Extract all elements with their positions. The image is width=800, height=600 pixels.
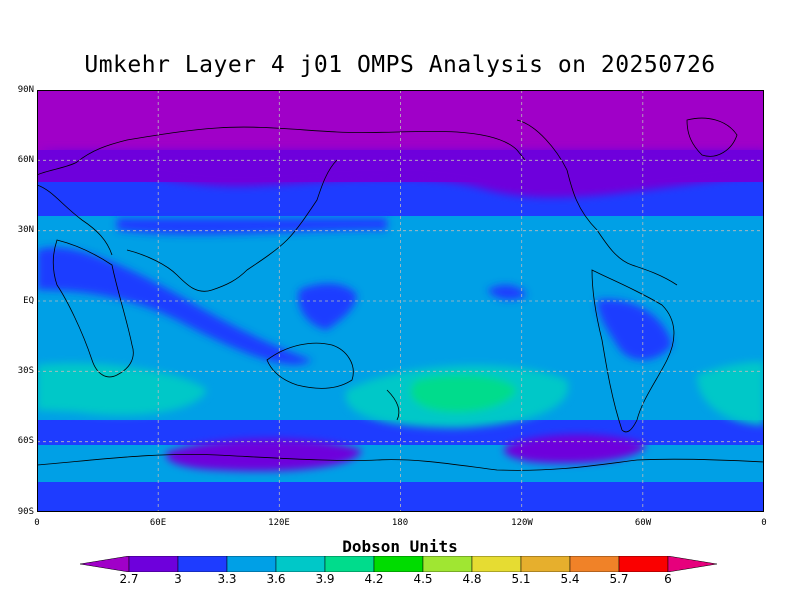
colorbar-cell — [324, 556, 375, 572]
teal-south-indian — [697, 361, 764, 425]
colorbar-cell — [128, 556, 179, 572]
coast-europe-west — [37, 184, 113, 256]
blue-maritime — [298, 283, 357, 330]
colorbar-label: 3.3 — [217, 572, 237, 586]
y-tick-label: EQ — [23, 296, 34, 306]
colorbar-label: 4.5 — [413, 572, 433, 586]
colorbar-label: 6 — [664, 572, 672, 586]
colorbar-cell — [667, 556, 718, 572]
violet-pocket-atlantic — [504, 434, 647, 464]
colorbar-label: 4.8 — [462, 572, 482, 586]
green-core — [410, 374, 517, 413]
coast-eurasia-north — [37, 126, 526, 176]
colorbar-cells — [80, 556, 718, 572]
blue-indian-ocean — [37, 247, 312, 365]
coastlines — [37, 117, 764, 471]
y-tick-label: 90S — [17, 507, 34, 517]
contour-features — [37, 150, 764, 472]
y-tick-label: 60S — [17, 436, 34, 446]
colorbar-cell — [177, 556, 228, 572]
map-panel — [37, 90, 764, 512]
y-tick-label: 30S — [17, 366, 34, 376]
y-tick-label: 30N — [17, 225, 34, 235]
blue-pacific-cell — [487, 285, 527, 300]
coast-australia — [266, 342, 354, 389]
x-tick-label: 120W — [511, 518, 533, 528]
x-tick-label: 60E — [149, 518, 167, 528]
colorbar-label: 5.7 — [609, 572, 629, 586]
x-tick-label: 180 — [391, 518, 409, 528]
coast-africa — [52, 239, 134, 378]
band-purple-north — [37, 90, 764, 160]
violet-pocket-indian — [166, 438, 362, 472]
coast-new-zealand — [386, 389, 400, 421]
contour-map — [37, 90, 764, 512]
x-tick-label: 120E — [268, 518, 290, 528]
colorbar-cell — [373, 556, 424, 572]
colorbar-cell — [520, 556, 571, 572]
colorbar-cell — [618, 556, 669, 572]
y-tick-label: 60N — [17, 155, 34, 165]
coast-greenland — [686, 117, 738, 157]
map-frame — [37, 90, 764, 512]
colorbar — [80, 556, 718, 572]
colorbar-cell — [80, 556, 130, 572]
violet-lobe-north — [37, 150, 764, 198]
colorbar-cell — [422, 556, 473, 572]
colorbar-label: 5.1 — [511, 572, 531, 586]
colorbar-label: 5.4 — [560, 572, 580, 586]
colorbar-title: Dobson Units — [342, 537, 458, 556]
colorbar-cell — [226, 556, 277, 572]
colorbar-label: 2.7 — [119, 572, 139, 586]
x-tick-label: 0 — [34, 518, 40, 528]
x-tick-label: 0 — [761, 518, 767, 528]
coast-asia-south — [126, 159, 338, 292]
colorbar-cell — [471, 556, 522, 572]
colorbar-cell — [569, 556, 620, 572]
blue-south-america — [597, 299, 672, 360]
colorbar-cell — [275, 556, 326, 572]
map-title: Umkehr Layer 4 j01 OMPS Analysis on 2025… — [84, 52, 716, 78]
coast-antarctica — [37, 453, 764, 471]
teal-south-atlantic — [37, 363, 207, 416]
x-tick-label: 60W — [634, 518, 652, 528]
colorbar-label: 4.2 — [364, 572, 384, 586]
colorbar-label: 3.6 — [266, 572, 286, 586]
coast-south-america — [591, 269, 675, 433]
coast-north-america — [516, 119, 678, 286]
colorbar-label: 3.9 — [315, 572, 335, 586]
colorbar-label: 3 — [174, 572, 182, 586]
y-tick-label: 90N — [17, 85, 34, 95]
gridlines — [37, 90, 764, 512]
